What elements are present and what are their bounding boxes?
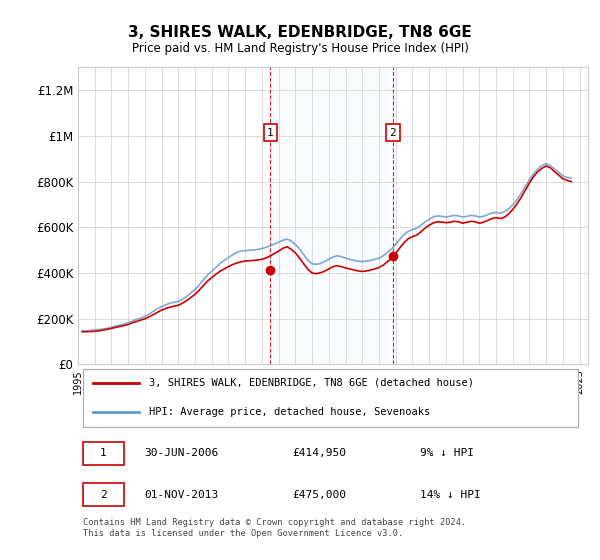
- FancyBboxPatch shape: [83, 441, 124, 465]
- Text: HPI: Average price, detached house, Sevenoaks: HPI: Average price, detached house, Seve…: [149, 407, 431, 417]
- Text: £414,950: £414,950: [292, 448, 346, 458]
- Text: 1: 1: [100, 448, 107, 458]
- Text: £475,000: £475,000: [292, 490, 346, 500]
- Text: Contains HM Land Registry data © Crown copyright and database right 2024.
This d: Contains HM Land Registry data © Crown c…: [83, 519, 466, 538]
- Text: 14% ↓ HPI: 14% ↓ HPI: [420, 490, 481, 500]
- Bar: [270, 67, 393, 365]
- FancyBboxPatch shape: [83, 369, 578, 427]
- Text: 30-JUN-2006: 30-JUN-2006: [145, 448, 218, 458]
- Text: 1: 1: [267, 128, 274, 138]
- Text: 2: 2: [100, 490, 107, 500]
- FancyBboxPatch shape: [83, 483, 124, 506]
- Text: 01-NOV-2013: 01-NOV-2013: [145, 490, 218, 500]
- Text: 3, SHIRES WALK, EDENBRIDGE, TN8 6GE (detached house): 3, SHIRES WALK, EDENBRIDGE, TN8 6GE (det…: [149, 378, 475, 388]
- Text: 3, SHIRES WALK, EDENBRIDGE, TN8 6GE: 3, SHIRES WALK, EDENBRIDGE, TN8 6GE: [128, 25, 472, 40]
- Text: 2: 2: [389, 128, 396, 138]
- Text: Price paid vs. HM Land Registry's House Price Index (HPI): Price paid vs. HM Land Registry's House …: [131, 42, 469, 55]
- Text: 9% ↓ HPI: 9% ↓ HPI: [420, 448, 474, 458]
